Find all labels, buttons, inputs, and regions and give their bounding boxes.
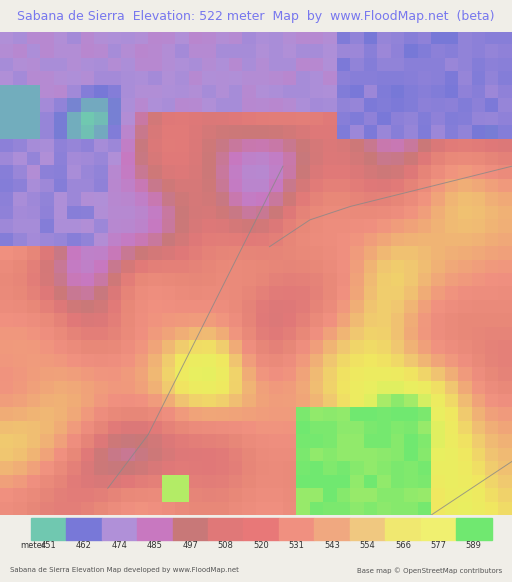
Text: 543: 543 bbox=[324, 541, 340, 550]
Bar bbox=[66, 518, 101, 540]
Text: 589: 589 bbox=[466, 541, 482, 550]
Text: meter: meter bbox=[20, 541, 46, 550]
Text: 554: 554 bbox=[359, 541, 375, 550]
Bar bbox=[137, 518, 173, 540]
Text: 474: 474 bbox=[112, 541, 127, 550]
Bar bbox=[314, 518, 350, 540]
Text: 497: 497 bbox=[182, 541, 198, 550]
Text: 508: 508 bbox=[218, 541, 233, 550]
Text: 531: 531 bbox=[289, 541, 305, 550]
Bar bbox=[385, 518, 421, 540]
Bar bbox=[101, 518, 137, 540]
Bar bbox=[173, 518, 208, 540]
Text: 462: 462 bbox=[76, 541, 92, 550]
Bar bbox=[31, 518, 66, 540]
Text: Sabana de Sierra  Elevation: 522 meter  Map  by  www.FloodMap.net  (beta): Sabana de Sierra Elevation: 522 meter Ma… bbox=[17, 9, 495, 23]
Text: 520: 520 bbox=[253, 541, 269, 550]
Bar bbox=[421, 518, 456, 540]
Text: 451: 451 bbox=[40, 541, 56, 550]
Text: Sabana de Sierra Elevation Map developed by www.FloodMap.net: Sabana de Sierra Elevation Map developed… bbox=[10, 567, 239, 573]
Text: Base map © OpenStreetMap contributors: Base map © OpenStreetMap contributors bbox=[356, 567, 502, 574]
Bar bbox=[456, 518, 492, 540]
Text: 577: 577 bbox=[431, 541, 446, 550]
Bar bbox=[208, 518, 243, 540]
Bar bbox=[243, 518, 279, 540]
Bar bbox=[350, 518, 385, 540]
Text: 566: 566 bbox=[395, 541, 411, 550]
Bar bbox=[279, 518, 314, 540]
Text: 485: 485 bbox=[147, 541, 163, 550]
